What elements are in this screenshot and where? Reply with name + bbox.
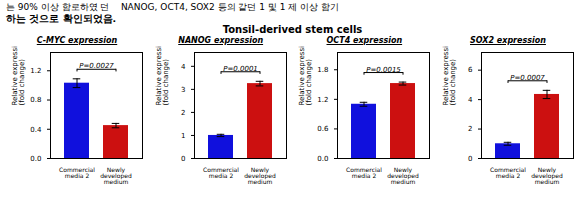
svg-text:Commercialmedia 2: Commercialmedia 2	[59, 166, 95, 179]
html-text:Tonsil-derived stem cells: Tonsil-derived stem cells	[222, 24, 363, 35]
html-text:하는 것으로 확인되었음.: 하는 것으로 확인되었음.	[6, 13, 117, 24]
html-text:C-MYC expression: C-MYC expression	[36, 36, 118, 45]
svg-text:Relative expression(fold chang: Relative expression(fold change)	[11, 46, 26, 106]
svg-text:P=0.0015: P=0.0015	[367, 66, 402, 74]
html-text:는 90% 이상 함로하였 던 NANOG, OCT4, S: 는 90% 이상 함로하였 던 NANOG, OCT4, SOX2 등의 같던 …	[6, 2, 340, 12]
svg-text:4: 4	[468, 96, 473, 104]
svg-text:P=0.0007: P=0.0007	[510, 74, 545, 82]
svg-text:Newlydevelopedmedium: Newlydevelopedmedium	[244, 166, 276, 185]
svg-text:0.4: 0.4	[30, 125, 42, 133]
svg-text:1.2: 1.2	[318, 96, 329, 104]
svg-text:0.8: 0.8	[30, 96, 41, 104]
svg-text:2: 2	[181, 109, 185, 117]
svg-text:1.2: 1.2	[30, 67, 41, 75]
svg-text:Newlydevelopedmedium: Newlydevelopedmedium	[100, 166, 132, 185]
svg-text:Relative expression(fold chang: Relative expression(fold change)	[299, 46, 314, 106]
html-text:SOX2 expression: SOX2 expression	[470, 36, 546, 45]
svg-text:0: 0	[468, 155, 472, 163]
svg-text:Relative expression(fold chang: Relative expression(fold change)	[442, 46, 457, 106]
svg-text:0.0: 0.0	[30, 155, 41, 163]
svg-text:Newlydevelopedmedium: Newlydevelopedmedium	[531, 166, 563, 185]
svg-text:Commercialmedia 2: Commercialmedia 2	[346, 166, 382, 179]
svg-text:4: 4	[181, 63, 186, 71]
svg-text:Relative expression(fold chang: Relative expression(fold change)	[155, 46, 170, 106]
svg-text:3: 3	[181, 86, 185, 94]
html-text:NANOG expression: NANOG expression	[178, 36, 264, 45]
svg-text:1: 1	[181, 132, 185, 140]
svg-text:2: 2	[468, 125, 472, 133]
svg-text:0: 0	[181, 155, 185, 163]
svg-text:Commercialmedia 2: Commercialmedia 2	[490, 166, 526, 179]
svg-text:Newlydevelopedmedium: Newlydevelopedmedium	[388, 166, 420, 185]
html-text:OCT4 expression: OCT4 expression	[326, 36, 403, 45]
svg-text:P=0.0027: P=0.0027	[79, 62, 114, 70]
svg-text:Commercialmedia 2: Commercialmedia 2	[203, 166, 239, 179]
svg-text:1.8: 1.8	[318, 66, 329, 74]
svg-text:0.6: 0.6	[318, 125, 330, 133]
svg-text:P=0.0001: P=0.0001	[223, 65, 258, 73]
svg-text:0.0: 0.0	[318, 155, 329, 163]
svg-text:6: 6	[468, 66, 473, 74]
